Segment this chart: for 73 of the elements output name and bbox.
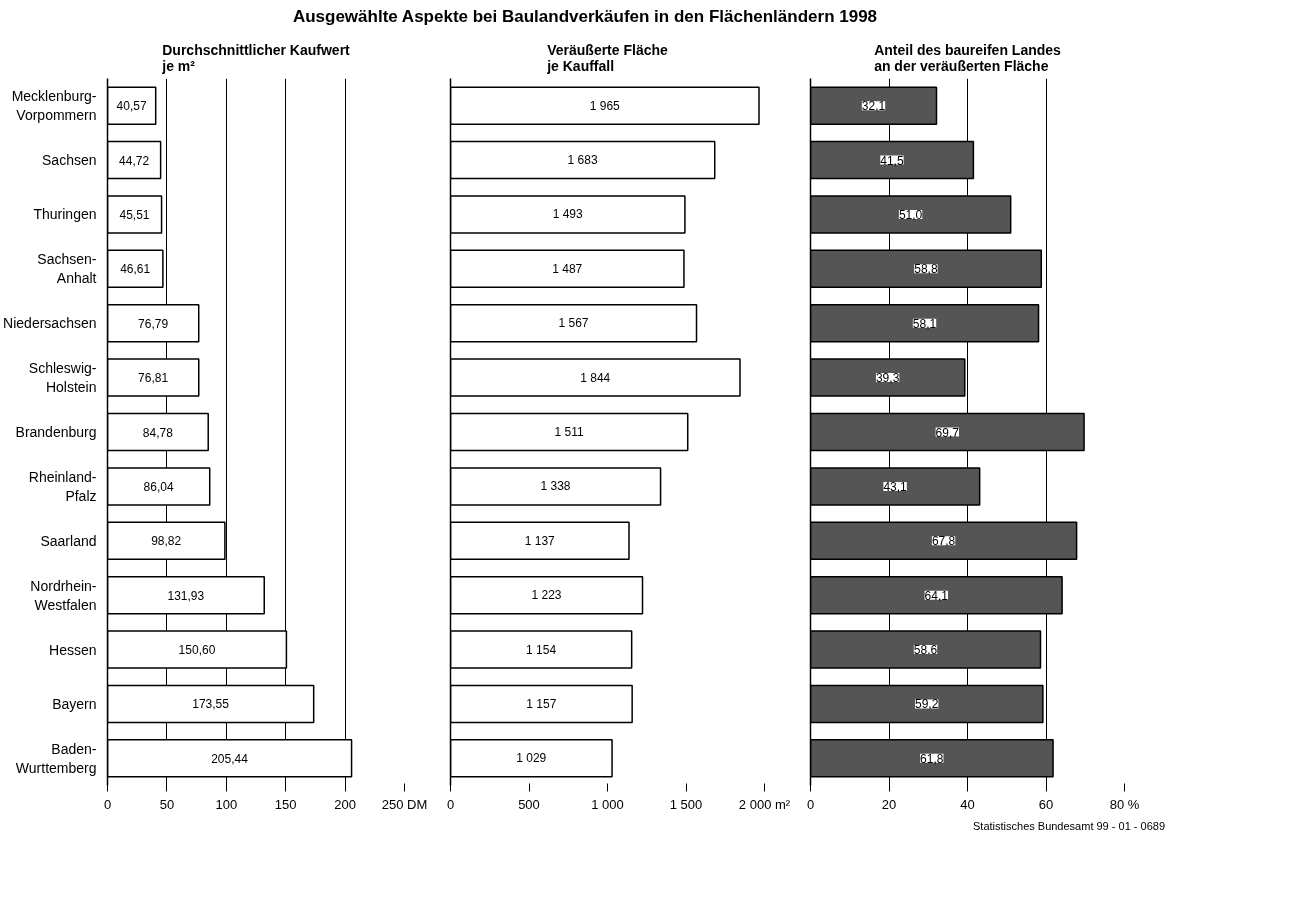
text: 1 965 [589,98,620,113]
text: Ausgewählte Aspekte bei Baulandverkäufen in den Flächenländern 1998 [292,6,878,28]
text: 67,8 [931,534,956,549]
text: 1 567 [558,316,589,331]
x-tick-label: 20 [881,796,897,812]
y-tick-label: Sachsen-Anhalt [37,251,97,287]
text: 69,7 [935,425,959,440]
x-tick-label: 250 DM [381,796,428,812]
y-tick-label: Thuringen [33,206,97,223]
x-tick-label: 1 000 [591,796,624,812]
x-tick-label: 500 [518,796,540,812]
text: 84,78 [142,425,173,440]
y-tick-label: Bayern [52,696,97,713]
text: 98,82 [151,534,182,549]
text: 58.6 [913,643,938,658]
y-tick-label: Brandenburg [15,424,97,441]
text: 1 487 [552,262,583,277]
text: 32,1 [861,99,886,114]
x-tick-label: 200 [334,796,356,812]
text: 1 683 [567,153,598,168]
x-tick-label: 150 [274,796,297,812]
text: 86,04 [143,480,174,495]
y-tick-label: Nordrhein-Westfalen [30,577,97,614]
text: 1 223 [531,588,562,603]
x-tick-label: 0 [446,796,455,812]
text: 59,2 [915,697,939,712]
text: 1 154 [526,642,557,657]
text: 76,81 [138,371,169,386]
x-tick-label: 0 [806,796,815,812]
text: 1 157 [526,697,557,712]
x-tick-label: 50 [159,796,175,812]
text: 39,3 [875,371,900,386]
chart-title: Durchschnittlicher Kaufwert je m² [161,41,351,74]
chart-title: Veräußerte Fläche je Kauffall [546,41,669,74]
text: 40,57 [116,99,147,114]
y-tick-label: Baden-Wurttemberg [15,740,97,777]
x-tick-label: 40 [960,796,975,812]
text: 43,1 [883,480,907,495]
text: 44,72 [119,153,150,168]
y-tick-label: Mecklenburg-Vorpommern [11,88,97,124]
text: 1 137 [524,534,555,549]
text: 150,60 [178,643,216,658]
x-tick-label: 60 [1038,796,1054,812]
x-tick-label: 0 [103,796,112,812]
y-tick-label: Hessen [49,641,97,658]
text: 76,79 [138,317,169,332]
text: 61,8 [920,752,944,767]
text: 1 511 [554,425,584,440]
y-tick-label: Rheinland-Pfalz [28,469,97,505]
y-tick-label: Saarland [40,533,97,550]
y-tick-label: Sachsen [42,152,97,169]
text: 46,61 [120,262,151,277]
text: 1 029 [516,751,547,766]
text: 205,44 [211,752,248,767]
text: 41,5 [880,153,904,168]
text: 1 844 [580,370,611,385]
text: 64,1 [924,588,948,603]
y-tick-label: Schleswig-Holstein [28,360,97,396]
text: 131,93 [167,588,205,603]
text: 1 338 [540,479,571,494]
text: 1 493 [552,207,583,222]
chart-title: Anteil des baureifen Landes an der veräußerten Fläche [874,41,1062,74]
x-tick-label: 80 % [1109,796,1140,812]
text: 51,0 [898,208,923,223]
text: 45,51 [119,208,150,223]
y-tick-label: Niedersachsen [3,315,97,332]
text: 173,55 [192,697,229,712]
text: 58,1 [912,317,937,332]
x-tick-label: 2 000 m² [738,796,791,812]
text: 58,8 [914,262,938,277]
x-tick-label: 100 [215,796,238,812]
x-tick-label: 1 500 [669,796,703,812]
text: Statistisches Bundesamt 99 - 01 - 0689 [973,819,1165,835]
